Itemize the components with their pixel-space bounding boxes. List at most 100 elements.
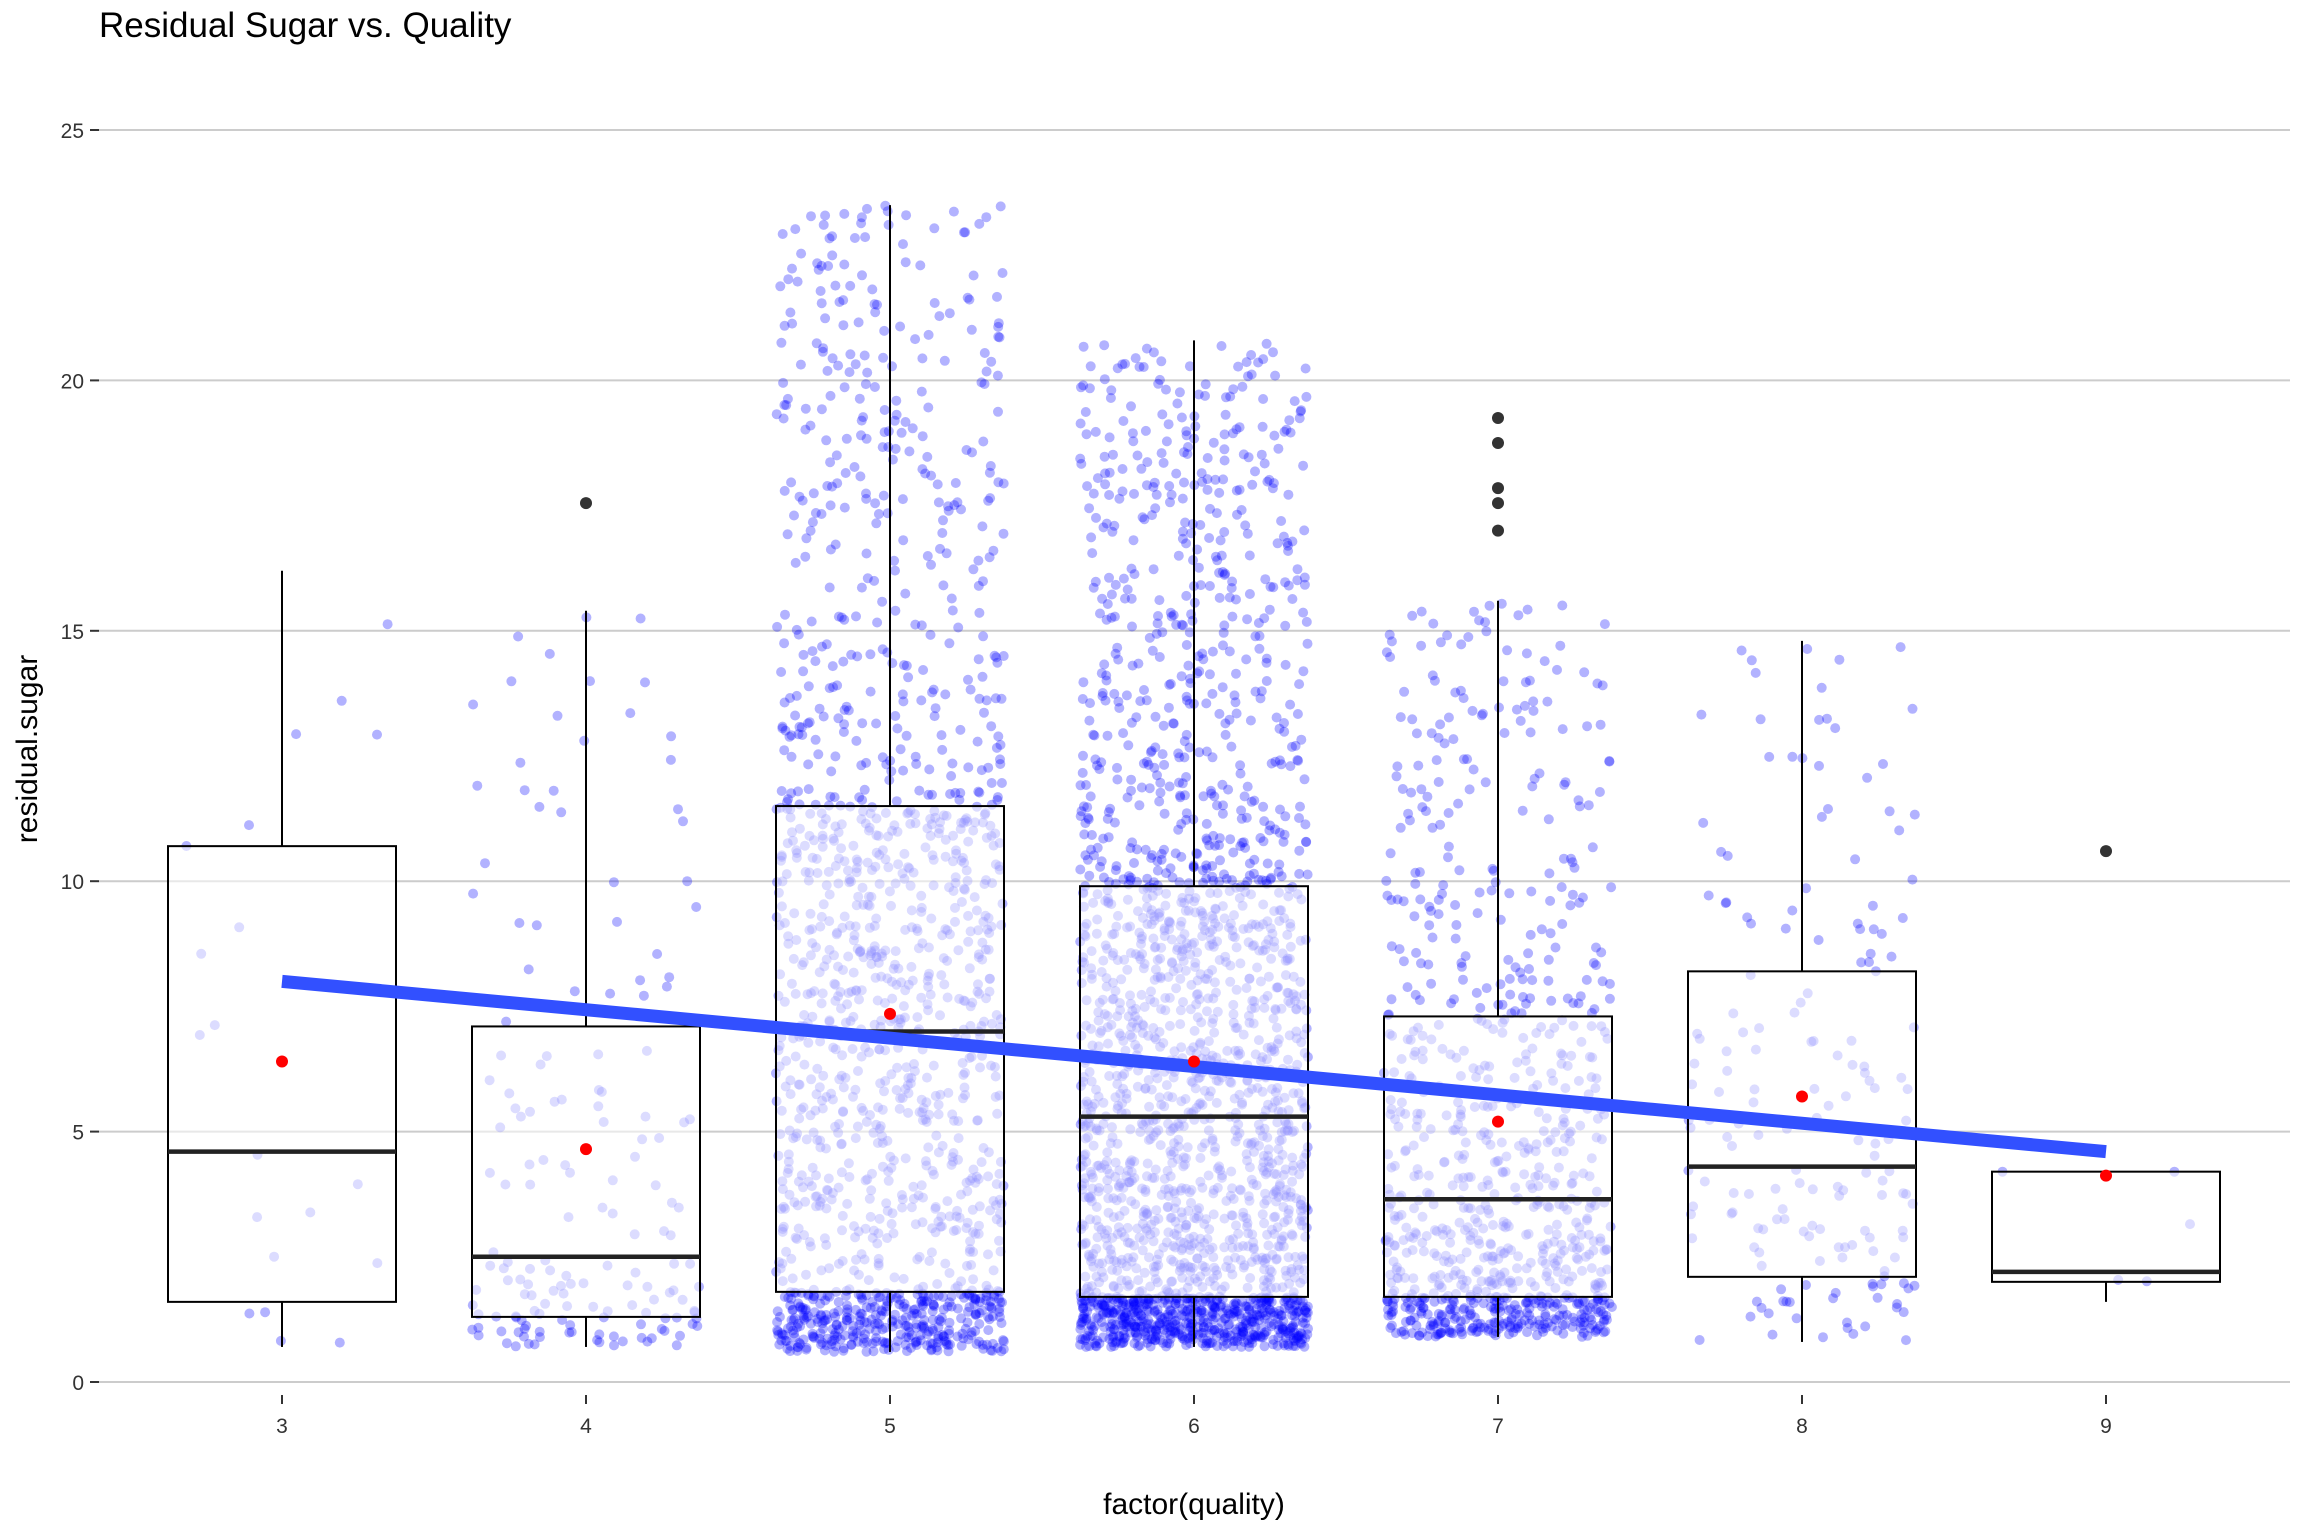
jitter-point [534,1326,545,1337]
jitter-point [1261,1296,1272,1307]
mean-point [1188,1055,1200,1068]
jitter-point [896,427,907,438]
jitter-point [1075,1324,1086,1335]
jitter-point [916,695,927,706]
jitter-point [1437,888,1447,899]
jitter-point [1154,652,1165,662]
jitter-point [1240,520,1251,531]
jitter-point [829,792,840,803]
jitter-point [857,1294,868,1305]
jitter-point [1091,1341,1102,1352]
jitter-point [785,1300,796,1311]
jitter-point [1133,1316,1144,1327]
jitter-point [1261,676,1272,686]
jitter-point [1114,703,1125,713]
jitter-point [858,412,869,423]
jitter-point [855,1325,866,1336]
jitter-point [919,1315,930,1326]
jitter-point [1079,1313,1090,1324]
jitter-point [556,807,567,818]
jitter-point [1120,358,1130,369]
jitter-point [1383,1310,1394,1321]
jitter-point [1601,1310,1612,1321]
jitter-point [806,211,816,222]
jitter-point [1162,1299,1173,1310]
jitter-point [895,1295,906,1306]
jitter-point [1248,1329,1259,1340]
jitter-point [1109,520,1120,531]
jitter-point [1402,982,1413,993]
jitter-point [1231,708,1242,719]
jitter-point [1104,1308,1115,1318]
jitter-point [911,759,922,769]
jitter-point [1288,1305,1299,1316]
jitter-point [1252,1330,1263,1341]
jitter-point [944,638,955,649]
jitter-point [1193,1329,1204,1340]
jitter-point [910,334,921,345]
jitter-point [1197,865,1208,876]
jitter-point [1116,1320,1127,1331]
jitter-point [1386,636,1397,647]
jitter-point [777,1329,788,1340]
jitter-point [1606,1302,1617,1312]
jitter-point [244,1308,255,1319]
jitter-point [936,1312,947,1323]
jitter-point [922,1329,933,1340]
jitter-point [918,665,929,675]
jitter-point [1230,697,1241,708]
jitter-point [514,918,525,928]
jitter-point [1149,477,1160,488]
jitter-point [1120,1332,1131,1343]
jitter-point [523,964,534,975]
jitter-point [1149,762,1160,773]
jitter-point [788,1325,798,1336]
jitter-point [1283,1300,1294,1311]
jitter-point [1475,1322,1486,1333]
jitter-point [1097,688,1108,698]
outlier-point [2100,845,2112,858]
jitter-point [794,721,805,732]
jitter-point [1436,1327,1446,1338]
jitter-point [1080,818,1091,829]
jitter-point [818,219,829,230]
jitter-point [927,1324,938,1334]
mean-point [884,1007,896,1020]
jitter-point [855,471,866,482]
jitter-point [1539,1319,1550,1330]
jitter-point [1102,730,1113,741]
jitter-point [1283,546,1294,556]
jitter-point [776,786,787,796]
box-iqr [1383,1015,1613,1298]
jitter-point [1257,1332,1268,1343]
jitter-point [1435,637,1446,648]
jitter-point [1300,363,1311,374]
jitter-point [1278,1338,1289,1349]
jitter-point [1119,1333,1129,1344]
jitter-point [1180,1306,1191,1317]
jitter-point [778,377,789,388]
jitter-point [1142,1334,1153,1345]
jitter-point [1224,646,1235,657]
jitter-point [1154,595,1165,606]
jitter-point [1229,1335,1240,1346]
jitter-point [937,744,948,755]
jitter-point [1187,1297,1198,1308]
jitter-point [1127,428,1138,439]
jitter-point [958,1333,969,1344]
jitter-point [798,649,809,660]
jitter-point [1200,390,1210,401]
jitter-point [1194,666,1205,677]
jitter-point [837,1321,848,1332]
jitter-point [860,1329,870,1340]
jitter-point [1294,413,1305,424]
jitter-point [1138,1313,1149,1324]
jitter-point [594,1337,605,1348]
jitter-point [817,346,828,357]
jitter-point [1292,575,1303,586]
jitter-point [1075,418,1086,429]
jitter-point [1142,1305,1153,1316]
jitter-point [992,792,1003,803]
jitter-point [998,1344,1009,1355]
jitter-point [468,699,479,710]
